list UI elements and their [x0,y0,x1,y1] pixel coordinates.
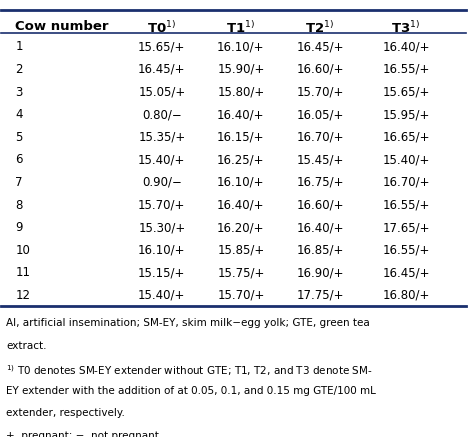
Text: 10: 10 [15,244,30,257]
Text: 16.55/+: 16.55/+ [382,63,429,76]
Text: 15.15/+: 15.15/+ [138,266,185,279]
Text: 16.60/+: 16.60/+ [296,63,344,76]
Text: 11: 11 [15,266,30,279]
Text: 15.45/+: 15.45/+ [296,153,344,166]
Text: T2$^{1)}$: T2$^{1)}$ [305,20,335,36]
Text: Cow number: Cow number [15,20,109,33]
Text: 16.55/+: 16.55/+ [382,198,429,212]
Text: 5: 5 [15,131,23,144]
Text: 16.80/+: 16.80/+ [382,289,429,302]
Text: 4: 4 [15,108,23,121]
Text: 17.75/+: 17.75/+ [296,289,344,302]
Text: 15.95/+: 15.95/+ [382,108,429,121]
Text: 15.30/+: 15.30/+ [138,221,185,234]
Text: 15.75/+: 15.75/+ [217,266,264,279]
Text: 16.45/+: 16.45/+ [382,266,430,279]
Text: 12: 12 [15,289,30,302]
Text: 15.35/+: 15.35/+ [138,131,185,144]
Text: 15.40/+: 15.40/+ [138,289,185,302]
Text: 3: 3 [15,86,23,98]
Text: +, pregnant; −, not pregnant.: +, pregnant; −, not pregnant. [6,431,162,437]
Text: $^{1)}$ T0 denotes SM-EY extender without GTE; T1, T2, and T3 denote SM-: $^{1)}$ T0 denotes SM-EY extender withou… [6,363,373,378]
Text: 7: 7 [15,176,23,189]
Text: 16.20/+: 16.20/+ [217,221,264,234]
Text: 16.45/+: 16.45/+ [138,63,186,76]
Text: 16.55/+: 16.55/+ [382,244,429,257]
Text: 15.65/+: 15.65/+ [138,40,185,53]
Text: 16.85/+: 16.85/+ [296,244,344,257]
Text: extender, respectively.: extender, respectively. [6,409,125,419]
Text: 15.85/+: 15.85/+ [217,244,264,257]
Text: 6: 6 [15,153,23,166]
Text: 16.05/+: 16.05/+ [296,108,344,121]
Text: 16.60/+: 16.60/+ [296,198,344,212]
Text: 16.70/+: 16.70/+ [382,176,430,189]
Text: EY extender with the addition of at 0.05, 0.1, and 0.15 mg GTE/100 mL: EY extender with the addition of at 0.05… [6,386,376,396]
Text: AI, artificial insemination; SM-EY, skim milk−egg yolk; GTE, green tea: AI, artificial insemination; SM-EY, skim… [6,318,370,328]
Text: 16.40/+: 16.40/+ [217,198,264,212]
Text: 0.80/−: 0.80/− [142,108,182,121]
Text: 9: 9 [15,221,23,234]
Text: 16.10/+: 16.10/+ [217,176,264,189]
Text: 16.10/+: 16.10/+ [217,40,264,53]
Text: 15.70/+: 15.70/+ [296,86,344,98]
Text: 15.40/+: 15.40/+ [382,153,429,166]
Text: 16.10/+: 16.10/+ [138,244,186,257]
Text: 15.40/+: 15.40/+ [138,153,185,166]
Text: 8: 8 [15,198,23,212]
Text: T3$^{1)}$: T3$^{1)}$ [392,20,420,36]
Text: 16.70/+: 16.70/+ [296,131,344,144]
Text: 15.05/+: 15.05/+ [138,86,185,98]
Text: 16.65/+: 16.65/+ [382,131,430,144]
Text: 16.40/+: 16.40/+ [296,221,344,234]
Text: 16.40/+: 16.40/+ [217,108,264,121]
Text: 0.90/−: 0.90/− [142,176,182,189]
Text: 16.40/+: 16.40/+ [382,40,430,53]
Text: extract.: extract. [6,341,46,351]
Text: 16.45/+: 16.45/+ [296,40,344,53]
Text: 2: 2 [15,63,23,76]
Text: T1$^{1)}$: T1$^{1)}$ [227,20,255,36]
Text: 15.70/+: 15.70/+ [138,198,185,212]
Text: 15.90/+: 15.90/+ [217,63,264,76]
Text: 15.70/+: 15.70/+ [217,289,264,302]
Text: 1: 1 [15,40,23,53]
Text: 15.65/+: 15.65/+ [382,86,429,98]
Text: 16.90/+: 16.90/+ [296,266,344,279]
Text: 16.15/+: 16.15/+ [217,131,264,144]
Text: 17.65/+: 17.65/+ [382,221,430,234]
Text: 15.80/+: 15.80/+ [217,86,264,98]
Text: T0$^{1)}$: T0$^{1)}$ [147,20,176,36]
Text: 16.75/+: 16.75/+ [296,176,344,189]
Text: 16.25/+: 16.25/+ [217,153,264,166]
